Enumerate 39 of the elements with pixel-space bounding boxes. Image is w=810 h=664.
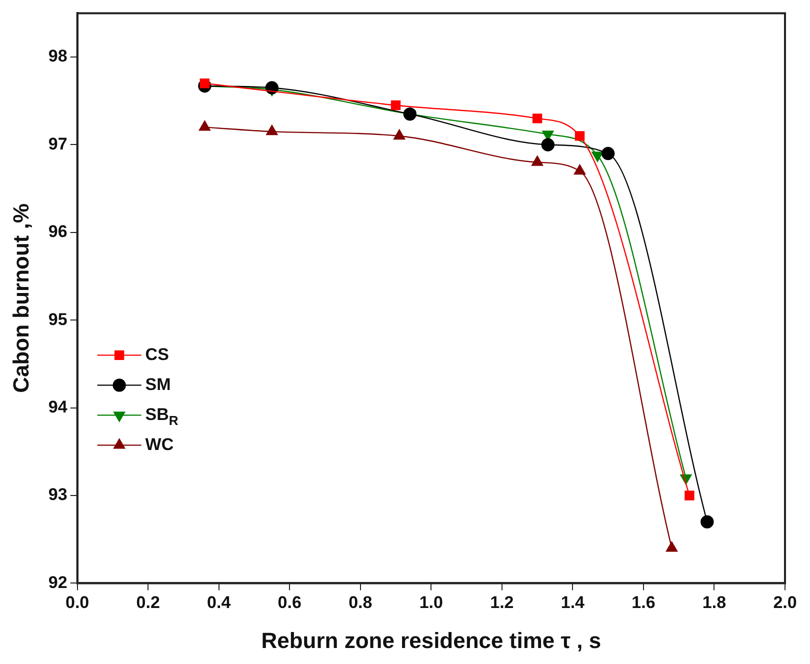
y-tick-label: 95: [48, 310, 68, 329]
y-tick-label: 92: [48, 572, 68, 592]
point: [200, 78, 210, 88]
x-tick-label: 1.6: [632, 593, 656, 612]
x-tick-label: 1.4: [560, 593, 586, 612]
x-tick-label: 0.2: [136, 593, 160, 612]
x-tick-label: 1.2: [490, 593, 514, 612]
y-tick-label: 98: [48, 46, 68, 66]
point: [541, 138, 555, 152]
x-tick-label: 2.0: [773, 593, 797, 612]
y-axis-title: Cabon burnout ,%: [8, 203, 34, 393]
point: [532, 156, 544, 166]
y-tick-label: 97: [48, 134, 68, 154]
point: [574, 164, 586, 175]
x-tick-label: 0.4: [207, 593, 232, 612]
point: [532, 114, 542, 124]
y-tick-label: 93: [48, 485, 68, 504]
y-tick-label: 94: [48, 398, 68, 417]
point: [700, 515, 714, 528]
point: [403, 107, 417, 121]
point: [394, 129, 406, 140]
x-tick-label: 1.0: [419, 593, 443, 612]
point: [574, 131, 585, 141]
legend-label: SM: [145, 374, 171, 394]
x-tick-label: 0.8: [348, 593, 372, 612]
legend-label: WC: [145, 434, 174, 454]
point: [601, 146, 615, 160]
point: [666, 542, 678, 552]
legend-label: CS: [145, 344, 169, 364]
y-tick-label: 96: [48, 222, 68, 242]
x-tick-label: 1.8: [702, 593, 726, 612]
point: [265, 81, 279, 94]
point: [198, 120, 210, 131]
point: [266, 124, 278, 136]
point: [684, 490, 694, 500]
x-tick-label: 0.6: [278, 593, 302, 612]
point: [390, 100, 401, 110]
x-tick-label: 0.0: [65, 593, 90, 612]
x-axis-title: Reburn zone residence time τ , s: [261, 628, 602, 653]
